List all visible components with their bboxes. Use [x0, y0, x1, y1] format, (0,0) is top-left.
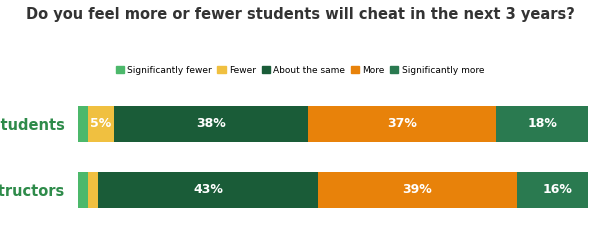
- Text: 37%: 37%: [387, 117, 417, 130]
- Text: 39%: 39%: [402, 183, 432, 196]
- Text: Do you feel more or fewer students will cheat in the next 3 years?: Do you feel more or fewer students will …: [26, 7, 574, 22]
- Text: 18%: 18%: [527, 117, 557, 130]
- Bar: [308, 106, 496, 142]
- Bar: [78, 106, 88, 142]
- Text: 16%: 16%: [542, 183, 572, 196]
- Bar: [517, 172, 598, 208]
- Text: 43%: 43%: [193, 183, 223, 196]
- Text: 38%: 38%: [196, 117, 226, 130]
- Bar: [496, 106, 588, 142]
- Bar: [78, 172, 88, 208]
- Bar: [88, 172, 98, 208]
- Bar: [318, 172, 517, 208]
- Bar: [114, 106, 308, 142]
- Bar: [88, 106, 114, 142]
- Bar: [98, 172, 318, 208]
- Text: 5%: 5%: [91, 117, 112, 130]
- Legend: Significantly fewer, Fewer, About the same, More, Significantly more: Significantly fewer, Fewer, About the sa…: [116, 66, 484, 75]
